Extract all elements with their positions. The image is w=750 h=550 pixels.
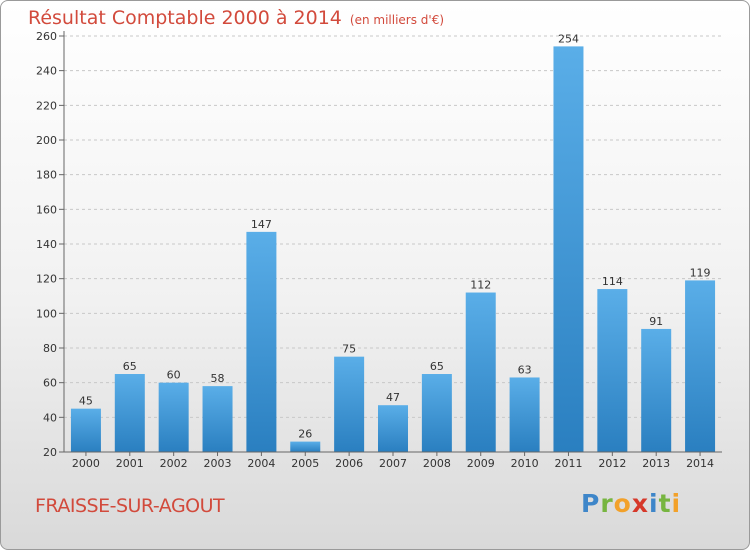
y-tick-label: 120	[36, 273, 57, 286]
x-tick-label: 2004	[247, 457, 275, 470]
bar	[553, 46, 584, 453]
x-tick-label: 2005	[291, 457, 319, 470]
bar-value-label: 75	[342, 343, 356, 356]
y-tick-label: 200	[36, 134, 57, 147]
bar-value-label: 63	[518, 363, 532, 376]
logo-letter: i	[671, 489, 682, 518]
x-tick-label: 2000	[72, 457, 100, 470]
logo-letter: o	[613, 489, 632, 518]
chart-title: Résultat Comptable 2000 à 2014 (en millie…	[28, 7, 444, 29]
title-text: Résultat Comptable 2000 à 2014	[28, 7, 342, 29]
bar-value-label: 114	[602, 275, 623, 288]
y-tick-label: 20	[43, 446, 57, 459]
logo-letter: i	[649, 489, 659, 518]
bar	[685, 280, 716, 452]
bar	[158, 382, 189, 452]
y-tick-label: 60	[43, 377, 57, 390]
y-tick-label: 180	[36, 169, 57, 182]
bar-value-label: 45	[79, 395, 93, 408]
bar	[70, 408, 101, 452]
y-tick-label: 80	[43, 342, 57, 355]
x-tick-label: 2010	[511, 457, 539, 470]
bar	[246, 231, 277, 452]
bar-value-label: 91	[649, 315, 663, 328]
y-tick-label: 100	[36, 307, 57, 320]
bar-value-label: 60	[167, 369, 181, 382]
bar-value-label: 112	[470, 279, 491, 292]
x-tick-label: 2002	[160, 457, 188, 470]
logo-letter: P	[581, 489, 601, 518]
x-tick-label: 2006	[335, 457, 363, 470]
bar	[290, 441, 321, 452]
y-tick-label: 140	[36, 238, 57, 251]
y-tick-label: 160	[36, 203, 57, 216]
bar	[597, 289, 628, 452]
chart-subtitle: (en milliers d'€)	[349, 13, 445, 27]
logo-letter: r	[600, 489, 614, 518]
bar-value-label: 47	[386, 391, 400, 404]
bar	[641, 328, 672, 452]
bar-value-label: 65	[123, 360, 137, 373]
x-tick-label: 2008	[423, 457, 451, 470]
y-tick-label: 260	[36, 30, 57, 43]
x-tick-label: 2013	[642, 457, 670, 470]
x-tick-label: 2001	[116, 457, 144, 470]
commune-name: FRAISSE-SUR-AGOUT	[35, 495, 225, 517]
x-tick-label: 2012	[598, 457, 626, 470]
logo-letter: t	[658, 489, 672, 518]
bar	[202, 386, 233, 452]
y-tick-label: 40	[43, 411, 57, 424]
bar	[334, 356, 365, 452]
bar-value-label: 119	[690, 266, 711, 279]
proxiti-logo[interactable]: Proxiti	[581, 489, 681, 518]
bar	[378, 405, 408, 452]
bar	[465, 292, 496, 452]
x-tick-label: 2003	[204, 457, 232, 470]
bar	[421, 374, 452, 452]
y-tick-label: 220	[36, 99, 57, 112]
x-tick-label: 2011	[554, 457, 582, 470]
bar-value-label: 147	[251, 218, 272, 231]
bar	[509, 377, 540, 452]
bar-value-label: 26	[298, 428, 312, 441]
x-tick-label: 2007	[379, 457, 407, 470]
bar-value-label: 65	[430, 360, 444, 373]
bar	[114, 374, 145, 452]
x-tick-label: 2014	[686, 457, 714, 470]
y-tick-label: 240	[36, 65, 57, 78]
logo-letter: x	[631, 489, 649, 518]
x-tick-label: 2009	[467, 457, 495, 470]
bar-value-label: 254	[558, 32, 579, 45]
bar-value-label: 58	[211, 372, 225, 385]
